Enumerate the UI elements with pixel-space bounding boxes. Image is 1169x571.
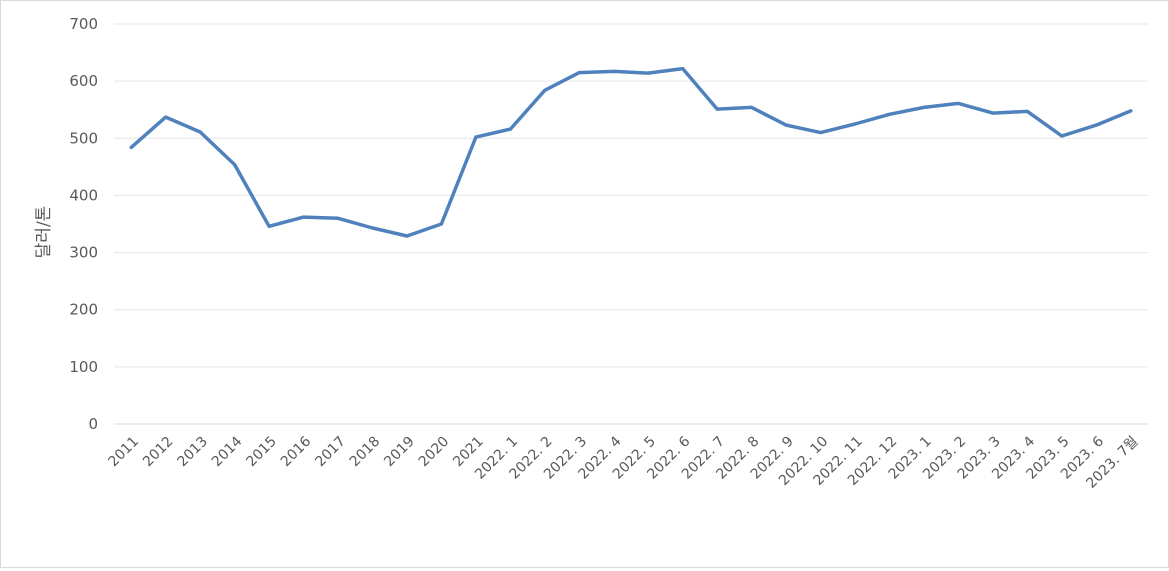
x-tick-label: 2013 — [174, 434, 211, 471]
data-point — [715, 107, 719, 111]
data-point — [991, 111, 995, 115]
data-point — [439, 222, 443, 226]
data-point — [371, 226, 374, 230]
data-point — [1060, 134, 1064, 138]
y-tick-label: 600 — [69, 72, 98, 90]
x-tick-label: 2014 — [209, 433, 246, 470]
data-point — [922, 105, 926, 109]
x-axis-tick-labels: 2011201220132014201520162017201820192020… — [106, 433, 1142, 491]
data-point — [956, 101, 960, 105]
y-tick-label: 300 — [69, 244, 98, 262]
x-tick-label: 2019 — [381, 434, 418, 471]
data-point — [819, 131, 823, 135]
data-point — [543, 88, 547, 92]
data-point — [784, 123, 788, 127]
data-point — [336, 216, 340, 220]
x-tick-label: 2011 — [106, 434, 143, 471]
y-axis-label: 달러/톤 — [34, 206, 54, 259]
y-tick-label: 400 — [69, 186, 98, 204]
x-tick-label: 2017 — [312, 434, 349, 471]
data-point — [405, 234, 409, 238]
data-point — [267, 224, 271, 228]
x-tick-label: 2015 — [243, 434, 280, 471]
y-tick-label: 500 — [69, 129, 98, 147]
data-point — [129, 145, 133, 149]
data-point — [681, 67, 685, 71]
x-tick-label: 2016 — [278, 433, 315, 470]
data-point — [1025, 109, 1029, 113]
data-point — [198, 130, 202, 134]
data-point — [750, 105, 754, 109]
y-tick-label: 700 — [69, 15, 98, 33]
y-tick-label: 200 — [69, 301, 98, 319]
data-point — [577, 71, 581, 75]
data-point — [233, 163, 237, 167]
data-point — [888, 112, 891, 116]
y-tick-label: 0 — [88, 415, 98, 433]
series-line — [129, 66, 1133, 238]
data-point — [1129, 109, 1133, 113]
data-point — [1094, 123, 1098, 127]
y-tick-label: 100 — [69, 358, 98, 376]
data-point — [302, 215, 306, 219]
data-point — [164, 115, 168, 119]
series-line-group — [129, 66, 1133, 238]
x-tick-label: 2020 — [416, 434, 453, 471]
x-tick-label: 2018 — [347, 434, 384, 471]
y-axis-tick-labels: 0 100 200 300 400 500 600 700 — [69, 15, 98, 433]
x-tick-label: 2012 — [140, 434, 177, 471]
data-point — [508, 127, 512, 131]
data-point — [474, 135, 478, 139]
gridlines — [114, 23, 1148, 425]
data-point — [853, 122, 857, 126]
data-point — [612, 69, 616, 73]
data-point — [646, 71, 650, 75]
